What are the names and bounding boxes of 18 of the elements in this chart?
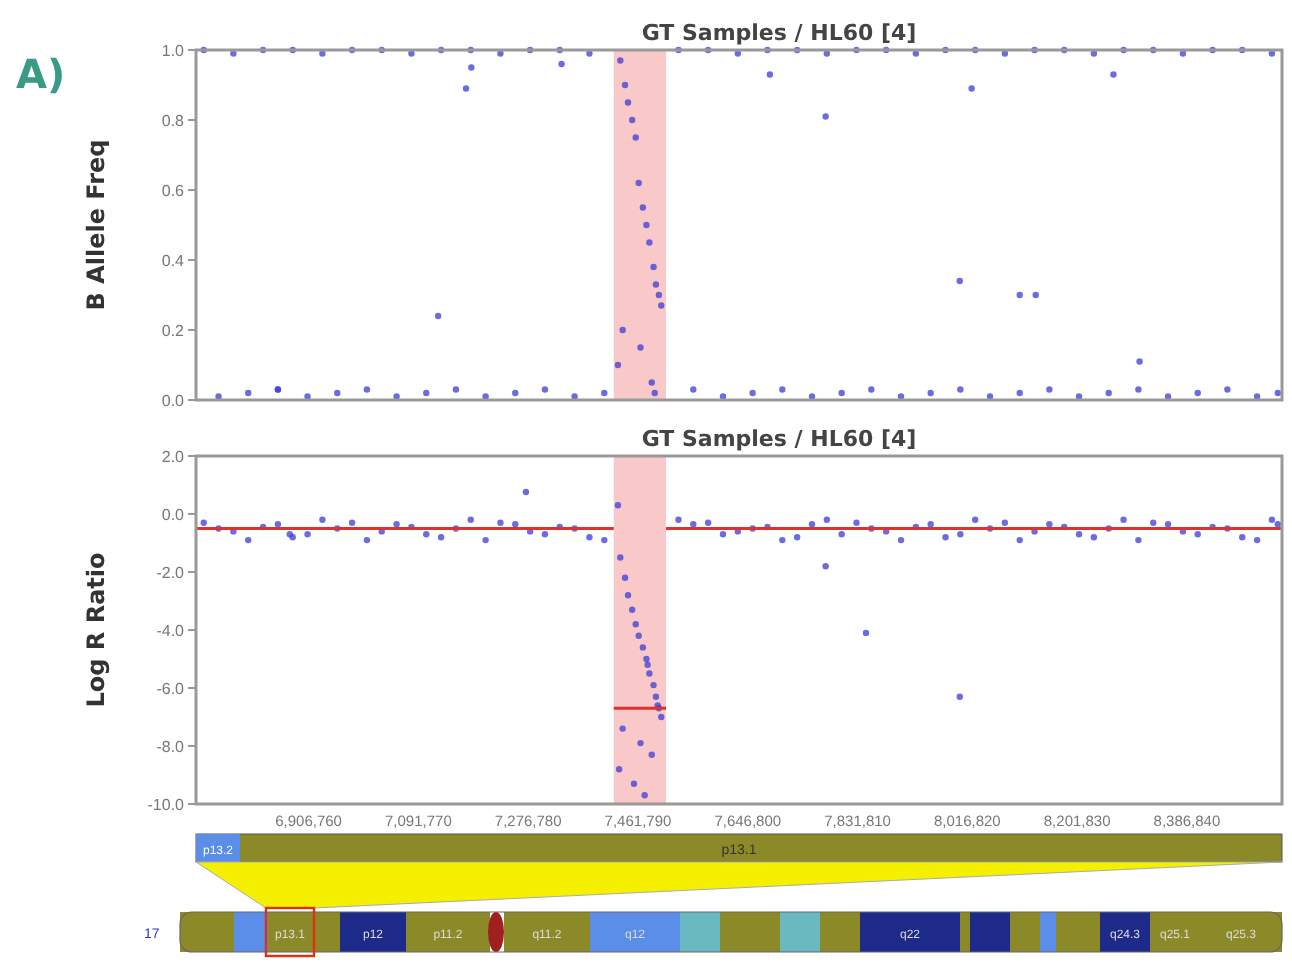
y-tick-label: 0.0 — [161, 391, 186, 410]
chart-title: GT Samples / HL60 [4] — [641, 426, 917, 452]
y-tick-label: 2.0 — [161, 447, 186, 466]
y-tick-label: 0.2 — [161, 321, 186, 340]
y-tick-label: 0.6 — [161, 181, 186, 200]
y-tick-label: -8.0 — [156, 737, 186, 756]
y-tick-label: -10.0 — [147, 795, 186, 814]
y-tick-label: 0.0 — [161, 505, 186, 524]
y-tick-label: -6.0 — [156, 679, 186, 698]
y-axis-title: B Allele Freq — [82, 139, 110, 311]
y-tick-label: 0.8 — [161, 111, 186, 130]
y-tick-label: -2.0 — [156, 563, 186, 582]
y-tick-label: -4.0 — [156, 621, 186, 640]
chart-title: GT Samples / HL60 [4] — [641, 20, 917, 46]
text: A) — [16, 50, 66, 98]
y-axis-title: Log R Ratio — [82, 552, 110, 708]
y-tick-label: 1.0 — [161, 41, 186, 60]
y-tick-label: 0.4 — [161, 251, 186, 270]
